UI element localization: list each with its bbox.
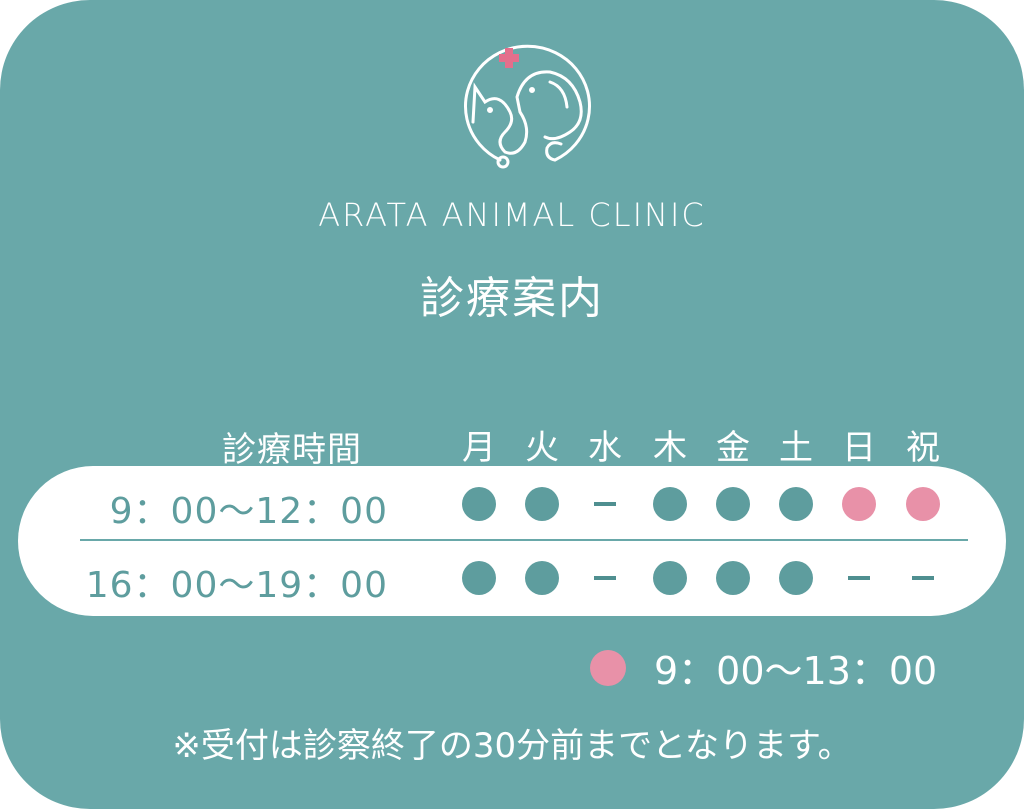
schedule-cell <box>454 484 504 524</box>
day-header: 金 <box>716 428 750 468</box>
schedule-cell <box>645 484 695 524</box>
day-header: 日 <box>842 428 876 468</box>
open-dot-icon <box>525 561 559 595</box>
open-dot-icon <box>653 487 687 521</box>
open-dot-icon <box>525 487 559 521</box>
schedule-cell <box>834 558 884 598</box>
open-dot-icon <box>462 561 496 595</box>
closed-dash-icon <box>848 576 870 580</box>
schedule-cell <box>517 484 567 524</box>
day-header: 水 <box>588 428 622 468</box>
schedule-cell <box>834 484 884 524</box>
legend-text: 9：00〜13：00 <box>654 649 938 693</box>
schedule-cell <box>771 558 821 598</box>
legend: 9：00〜13：00 <box>590 640 937 695</box>
schedule-cell <box>517 558 567 598</box>
clinic-name: ARATA ANIMAL CLINIC <box>318 196 706 234</box>
page-title: 診療案内 <box>420 273 604 324</box>
open-dot-icon <box>716 561 750 595</box>
short-hours-dot-icon <box>590 649 626 686</box>
day-header: 祝 <box>906 428 940 468</box>
clinic-logo-icon <box>464 44 591 169</box>
schedule-cell <box>580 484 630 524</box>
time-slot-evening: 16：00〜19：00 <box>85 565 388 606</box>
row-divider <box>80 539 968 541</box>
day-header: 土 <box>779 428 813 468</box>
schedule-cell <box>708 484 758 524</box>
day-header: 月 <box>462 428 496 468</box>
time-slot-morning: 9：00〜12：00 <box>109 491 388 532</box>
schedule-cell <box>580 558 630 598</box>
day-header: 火 <box>525 428 559 468</box>
open-dot-icon <box>779 487 813 521</box>
schedule-cell <box>454 558 504 598</box>
schedule-cell <box>771 484 821 524</box>
open-dot-icon <box>462 487 496 521</box>
short-dot-icon <box>906 487 940 521</box>
schedule-band <box>18 466 1006 616</box>
hours-header: 診療時間 <box>222 430 362 470</box>
schedule-cell <box>898 484 948 524</box>
short-dot-icon <box>842 487 876 521</box>
open-dot-icon <box>779 561 813 595</box>
open-dot-icon <box>716 487 750 521</box>
closed-dash-icon <box>912 576 934 580</box>
schedule-cell <box>708 558 758 598</box>
day-header: 木 <box>653 428 687 468</box>
schedule-cell <box>898 558 948 598</box>
open-dot-icon <box>653 561 687 595</box>
reception-note: ※受付は診察終了の30分前までとなります。 <box>172 726 852 766</box>
closed-dash-icon <box>594 502 616 506</box>
schedule-cell <box>645 558 695 598</box>
closed-dash-icon <box>594 576 616 580</box>
